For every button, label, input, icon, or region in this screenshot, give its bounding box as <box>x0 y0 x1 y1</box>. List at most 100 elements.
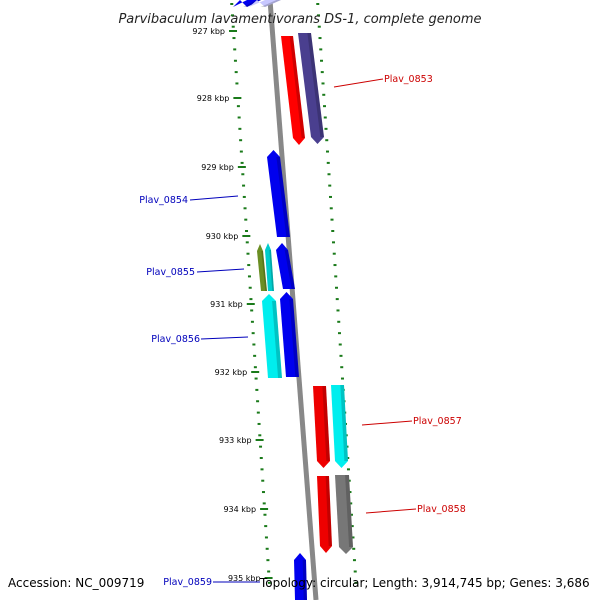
minor-tick <box>318 37 322 40</box>
tick-label: 933 kbp <box>219 436 252 445</box>
major-tick <box>251 371 260 373</box>
minor-tick <box>243 207 247 210</box>
gene-shade <box>307 33 324 137</box>
minor-tick <box>263 513 267 516</box>
gene-shade <box>322 386 330 461</box>
gene-shade <box>345 475 353 547</box>
minor-tick <box>261 479 265 482</box>
gene-label-leader <box>200 336 249 340</box>
minor-tick <box>325 139 329 142</box>
gene-arrow-0855[interactable] <box>276 243 295 289</box>
gene-shade <box>284 250 295 289</box>
minor-tick <box>230 14 234 17</box>
gene-arrow-0858[interactable] <box>335 475 353 554</box>
gene-arrow-0853[interactable] <box>298 33 324 144</box>
gene-arrow-0855-cyan[interactable] <box>265 243 274 291</box>
minor-tick <box>349 513 353 516</box>
gene-arrow-0855-olive[interactable] <box>257 244 267 291</box>
minor-tick <box>331 241 335 244</box>
major-tick <box>242 235 251 237</box>
minor-tick <box>231 25 235 28</box>
minor-tick <box>247 275 251 278</box>
major-tick <box>246 303 255 305</box>
gene-shade <box>289 299 299 377</box>
gene-arrow-0856[interactable] <box>262 294 282 378</box>
gene-label-plav-0854[interactable]: Plav_0854 <box>139 195 188 206</box>
gene-shade <box>289 36 305 138</box>
minor-tick <box>248 286 252 289</box>
minor-tick <box>240 161 244 164</box>
gene-label-leader <box>333 78 384 88</box>
minor-tick <box>256 400 260 403</box>
minor-tick <box>245 241 249 244</box>
minor-tick <box>239 150 243 153</box>
tick-label: 931 kbp <box>210 300 243 309</box>
minor-tick <box>326 161 330 164</box>
minor-tick <box>233 48 237 51</box>
gene-arrow-top-b[interactable] <box>249 0 281 7</box>
minor-tick <box>232 37 236 40</box>
gene-label-plav-0858[interactable]: Plav_0858 <box>417 504 466 515</box>
major-tick <box>260 508 269 510</box>
minor-tick <box>261 491 265 494</box>
gene-arrow-0859[interactable] <box>294 553 307 600</box>
minor-tick <box>326 150 330 153</box>
minor-tick <box>266 559 270 562</box>
minor-tick <box>321 82 325 85</box>
minor-tick <box>265 547 269 550</box>
minor-tick <box>328 195 332 198</box>
minor-tick <box>329 207 333 210</box>
topology-summary: Topology: circular; Length: 3,914,745 bp… <box>259 576 590 590</box>
tick-label: 928 kbp <box>197 94 230 103</box>
gene-label-plav-0857[interactable]: Plav_0857 <box>413 416 462 427</box>
gene-label-plav-0859[interactable]: Plav_0859 <box>163 577 212 588</box>
minor-tick <box>242 184 246 187</box>
minor-tick <box>242 195 246 198</box>
gene-shade <box>340 385 348 461</box>
gene-shade <box>269 250 274 291</box>
gene-label-plav-0853[interactable]: Plav_0853 <box>384 74 433 85</box>
gene-arrow-0854[interactable] <box>267 150 290 237</box>
minor-tick <box>340 377 344 380</box>
gene-label-leader <box>361 420 413 426</box>
gene-arrow-0857[interactable] <box>331 385 348 468</box>
minor-tick <box>233 59 237 62</box>
minor-tick <box>338 343 342 346</box>
minor-tick <box>253 354 257 357</box>
minor-tick <box>339 354 343 357</box>
minor-tick <box>267 570 271 573</box>
minor-tick <box>353 570 357 573</box>
minor-tick <box>350 525 354 528</box>
gene-shade <box>302 560 307 600</box>
major-tick <box>255 439 264 441</box>
minor-tick <box>348 491 352 494</box>
minor-tick <box>320 71 324 74</box>
tick-label: 927 kbp <box>192 27 225 36</box>
tick-label: 929 kbp <box>201 163 234 172</box>
gene-arrow-0857-red[interactable] <box>313 386 330 468</box>
gene-label-leader <box>365 508 417 514</box>
gene-arrow-0856-blue[interactable] <box>280 292 299 377</box>
tick-label: 934 kbp <box>223 505 256 514</box>
minor-tick <box>317 14 321 17</box>
minor-tick <box>234 71 238 74</box>
minor-tick <box>317 25 321 28</box>
tick-label: 932 kbp <box>215 368 248 377</box>
minor-tick <box>352 559 356 562</box>
accession-label: Accession: NC_009719 <box>8 576 144 590</box>
minor-tick <box>337 320 341 323</box>
gene-shade <box>276 157 290 237</box>
minor-tick <box>352 547 356 550</box>
minor-tick <box>259 445 263 448</box>
tick-label: 930 kbp <box>206 232 239 241</box>
tick-label-layer: 927 kbp 928 kbp 929 kbp 930 kbp 931 kbp 932 k… <box>192 27 260 583</box>
gene-label-plav-0856[interactable]: Plav_0856 <box>151 334 200 345</box>
gene-arrow-0858-red[interactable] <box>317 476 332 553</box>
gene-arrow-0853-red[interactable] <box>281 36 305 145</box>
gene-arrow-top-a[interactable] <box>233 0 261 7</box>
minor-tick <box>244 218 248 221</box>
gene-label-plav-0855[interactable]: Plav_0855 <box>146 267 195 278</box>
minor-tick <box>245 230 249 232</box>
minor-tick <box>324 127 328 130</box>
